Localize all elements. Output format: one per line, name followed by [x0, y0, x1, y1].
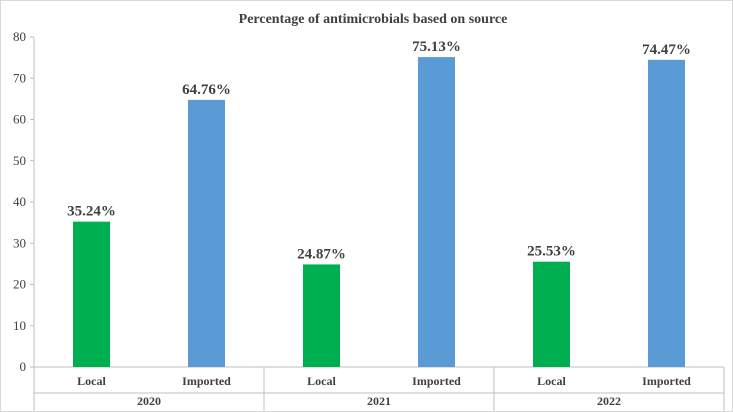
y-tick-label: 10	[13, 318, 26, 333]
data-label: 25.53%	[527, 244, 576, 260]
x-axis: Local Imported 2020 Local Imported 2021 Local I…	[33, 367, 725, 411]
y-tick-label: 20	[13, 277, 26, 292]
x-category-label: Local	[307, 374, 336, 388]
y-tick-label: 70	[13, 70, 26, 85]
data-label: 35.24%	[67, 204, 116, 220]
y-tick-label: 50	[13, 153, 26, 168]
bar-2020-imported	[188, 99, 225, 368]
y-tick-label: 30	[13, 235, 26, 250]
axes: 0 10 20 30 40 50 60 70 80	[13, 29, 724, 374]
data-label: 74.47%	[642, 42, 691, 58]
x-category-label: Imported	[412, 374, 461, 388]
x-category-label: Imported	[182, 374, 231, 388]
y-tick-label: 60	[13, 112, 26, 127]
y-tick-label: 80	[13, 29, 26, 44]
x-category-label: Local	[537, 374, 566, 388]
data-labels: 35.24% 64.76% 24.87% 75.13% 25.53% 74.47%	[67, 39, 691, 262]
data-label: 75.13%	[412, 39, 461, 55]
bar-2022-imported	[648, 59, 685, 367]
bars	[73, 57, 685, 368]
x-category-label: Local	[77, 374, 106, 388]
chart-title: Percentage of antimicrobials based on so…	[239, 12, 508, 27]
bar-2022-local	[533, 261, 570, 367]
data-label: 24.87%	[297, 246, 346, 262]
x-group-label: 2020	[137, 394, 161, 408]
bar-2021-local	[303, 264, 340, 367]
x-group-label: 2021	[367, 394, 391, 408]
bar-2021-imported	[418, 57, 455, 368]
x-group-label: 2022	[597, 394, 621, 408]
data-label: 64.76%	[182, 82, 231, 98]
x-category-label: Imported	[642, 374, 691, 388]
bar-2020-local	[73, 221, 110, 367]
y-tick-label: 40	[13, 194, 26, 209]
y-tick-label: 0	[20, 359, 27, 374]
